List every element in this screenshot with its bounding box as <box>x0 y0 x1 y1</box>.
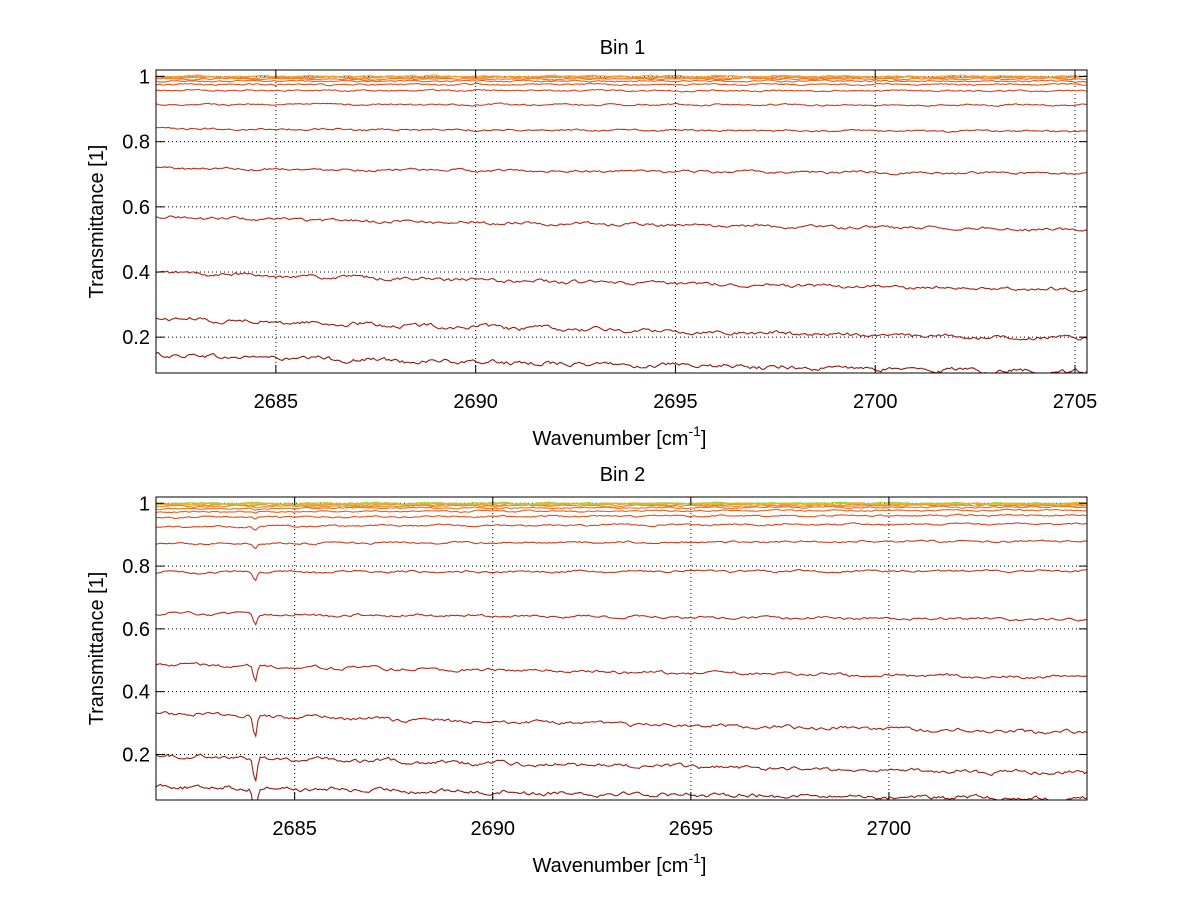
x-tick-label: 2695 <box>653 391 698 413</box>
series-line <box>156 539 1087 550</box>
y-tick-label: 0.4 <box>122 262 150 284</box>
y-tick-label: 0.2 <box>122 744 150 766</box>
y-axis-label: Transmittance [1] <box>86 145 108 299</box>
series-group <box>156 501 1087 800</box>
series-line <box>156 102 1087 107</box>
axes-box <box>155 496 1088 801</box>
series-line <box>156 503 1087 509</box>
grid <box>156 497 1087 800</box>
series-line <box>156 74 1087 79</box>
x-axis-label: Wavenumber [cm-1] <box>533 423 707 450</box>
x-tick-label: 2700 <box>867 818 912 840</box>
series-line <box>156 522 1087 531</box>
x-tick-label: 2695 <box>669 818 714 840</box>
chart-title: Bin 2 <box>600 464 646 486</box>
series-line <box>156 76 1087 81</box>
y-tick-label: 0.8 <box>122 556 150 578</box>
ticks <box>156 70 1087 373</box>
x-tick-label: 2690 <box>453 391 498 413</box>
y-tick-label: 0.4 <box>122 682 150 704</box>
plot-area <box>156 497 1087 800</box>
x-tick-label: 2685 <box>254 391 299 413</box>
grid <box>156 70 1087 373</box>
series-line <box>156 611 1087 627</box>
x-tick-label: 2690 <box>470 818 515 840</box>
series-line <box>156 126 1087 133</box>
series-line <box>156 753 1087 782</box>
series-line <box>156 501 1087 506</box>
axes-box <box>155 69 1088 374</box>
series-line <box>156 270 1087 293</box>
y-tick-label: 0.6 <box>122 197 150 219</box>
series-line <box>156 82 1087 87</box>
chart-title: Bin 1 <box>600 37 646 59</box>
series-line <box>156 316 1087 341</box>
series-line <box>156 88 1087 93</box>
series-line <box>156 351 1087 373</box>
ticks <box>156 497 1087 800</box>
series-line <box>156 711 1087 739</box>
y-tick-label: 0.6 <box>122 619 150 641</box>
panel-bin-1: 2685 2690 2695 2700 2705 0.2 0.4 0.6 0.8 1 Bin 1 Wa… <box>86 37 1097 450</box>
y-tick-label: 1 <box>139 67 150 89</box>
y-tick-label: 0.2 <box>122 327 150 349</box>
series-line <box>156 661 1087 683</box>
panel-bin-2: 2685 2690 2695 2700 0.2 0.4 0.6 0.8 1 Bin 2 Wavenu… <box>86 464 1088 877</box>
x-tick-label: 2705 <box>1053 391 1098 413</box>
series-line <box>156 215 1087 232</box>
series-line <box>156 166 1087 176</box>
plot-area <box>156 70 1087 373</box>
series-line <box>156 79 1087 83</box>
series-line <box>156 513 1087 520</box>
y-tick-label: 1 <box>139 493 150 515</box>
series-line <box>156 508 1087 514</box>
series-line <box>156 568 1087 582</box>
x-tick-label: 2685 <box>272 818 317 840</box>
series-line <box>156 783 1087 800</box>
series-group <box>156 74 1087 373</box>
x-axis-label: Wavenumber [cm-1] <box>533 850 707 877</box>
y-tick-label: 0.8 <box>122 132 150 154</box>
series-line <box>156 505 1087 511</box>
x-tick-label: 2700 <box>853 391 898 413</box>
y-axis-label: Transmittance [1] <box>86 572 108 726</box>
